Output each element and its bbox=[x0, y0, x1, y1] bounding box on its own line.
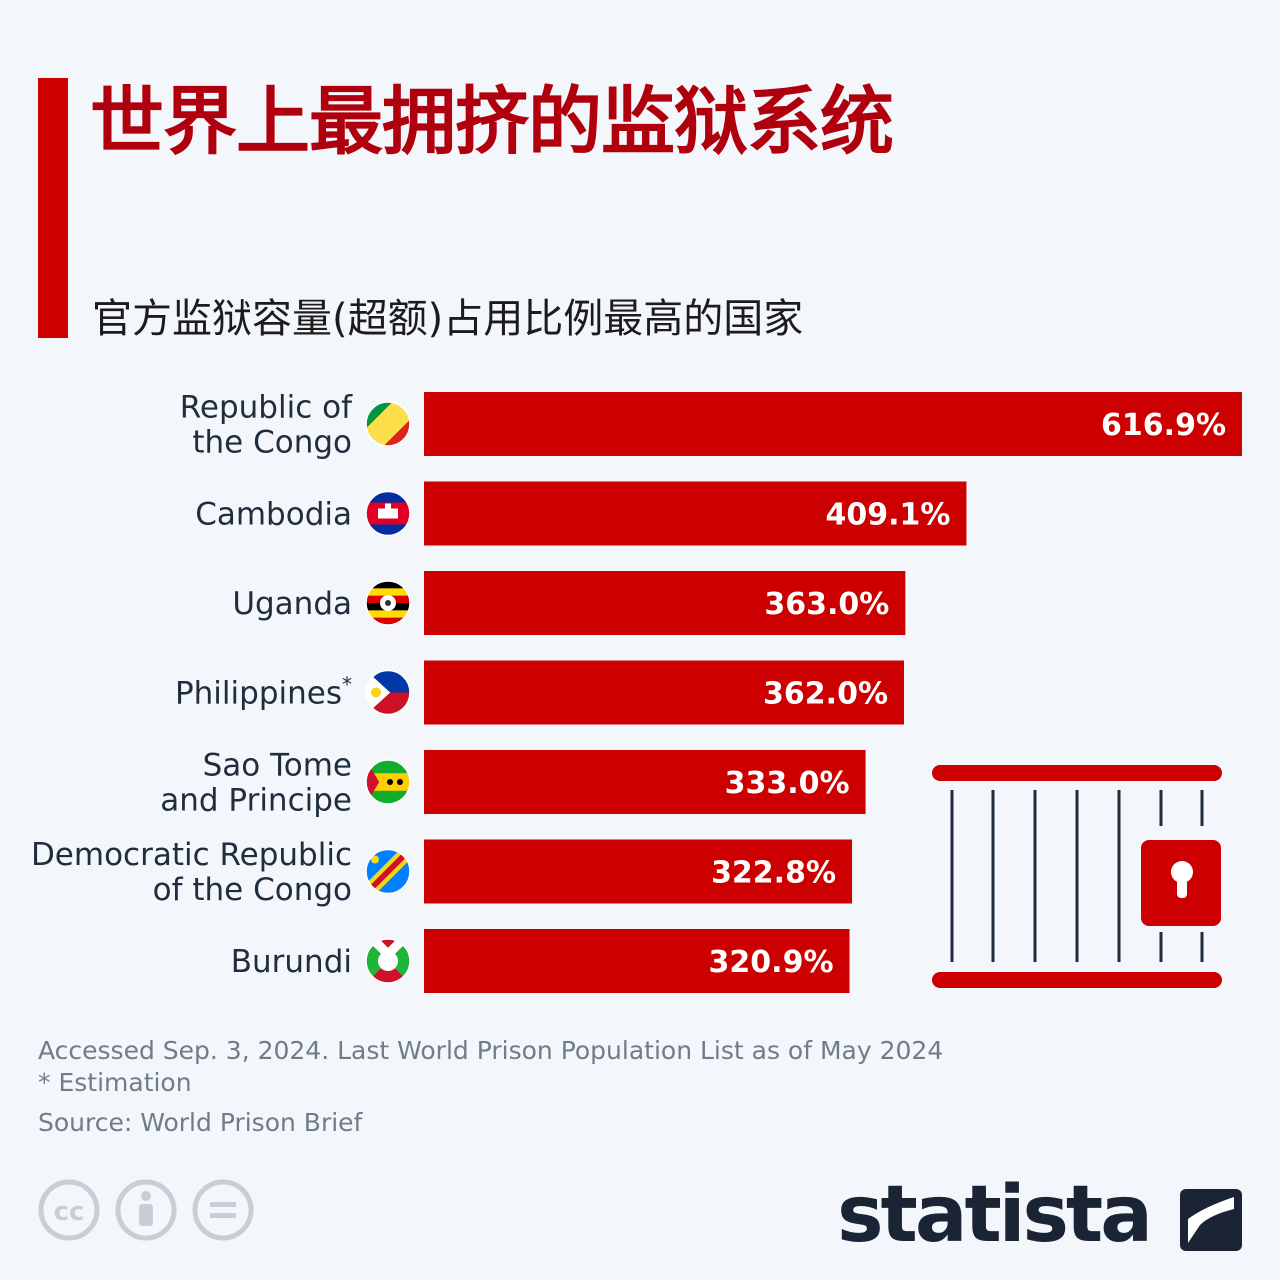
category-label: Burundi bbox=[231, 944, 352, 980]
bar bbox=[424, 571, 906, 635]
value-label: 322.8% bbox=[711, 856, 836, 891]
bar bbox=[424, 660, 905, 725]
category-label: Republic of bbox=[180, 390, 353, 426]
svg-text:cc: cc bbox=[54, 1197, 85, 1227]
category-label: Democratic Republic bbox=[31, 837, 352, 873]
category-label: Philippines* bbox=[175, 673, 352, 712]
cc-icon[interactable]: cc bbox=[38, 1179, 100, 1241]
category-label: the Congo bbox=[192, 425, 352, 461]
chart-title: 世界上最拥挤的监狱系统 bbox=[90, 79, 894, 165]
value-label: 363.0% bbox=[764, 587, 889, 622]
value-label: 616.9% bbox=[1101, 408, 1226, 443]
bar bbox=[424, 392, 1242, 456]
bar bbox=[424, 481, 967, 546]
footnote-access: Accessed Sep. 3, 2024. Last World Prison… bbox=[38, 1036, 944, 1065]
category-label: and Principe bbox=[160, 783, 352, 819]
statista-mark-icon bbox=[1180, 1188, 1242, 1251]
chart-subtitle: 官方监狱容量(超额)占用比例最高的国家 bbox=[92, 296, 804, 342]
cambodia-flag-icon bbox=[365, 490, 411, 537]
footnote-estimation: * Estimation bbox=[38, 1068, 192, 1097]
drc-flag-icon bbox=[365, 848, 411, 895]
category-label: Uganda bbox=[232, 586, 352, 622]
attribution-icon[interactable] bbox=[115, 1179, 177, 1241]
value-label: 362.0% bbox=[763, 677, 888, 712]
sao-tome-flag-icon bbox=[365, 759, 411, 805]
prison-cell-icon bbox=[932, 765, 1222, 988]
category-label: Cambodia bbox=[195, 497, 352, 533]
bar bbox=[424, 839, 853, 904]
value-label: 320.9% bbox=[709, 945, 834, 980]
source-link[interactable]: Source: World Prison Brief bbox=[38, 1108, 363, 1137]
bar bbox=[424, 750, 866, 814]
category-label: of the Congo bbox=[153, 872, 352, 908]
bar bbox=[424, 929, 850, 993]
burundi-flag-icon bbox=[365, 938, 411, 984]
statista-logo[interactable]: statista bbox=[837, 1170, 1242, 1260]
license-icons: cc bbox=[38, 1178, 258, 1246]
statista-wordmark: statista bbox=[837, 1170, 1153, 1260]
accent-bar bbox=[38, 78, 68, 338]
value-label: 333.0% bbox=[725, 766, 850, 801]
no-derivatives-icon[interactable] bbox=[192, 1179, 254, 1241]
value-label: 409.1% bbox=[826, 498, 951, 533]
philippines-flag-icon bbox=[365, 669, 411, 716]
category-label: Sao Tome bbox=[203, 748, 352, 784]
uganda-flag-icon bbox=[365, 580, 411, 626]
congo-flag-icon bbox=[365, 401, 411, 447]
